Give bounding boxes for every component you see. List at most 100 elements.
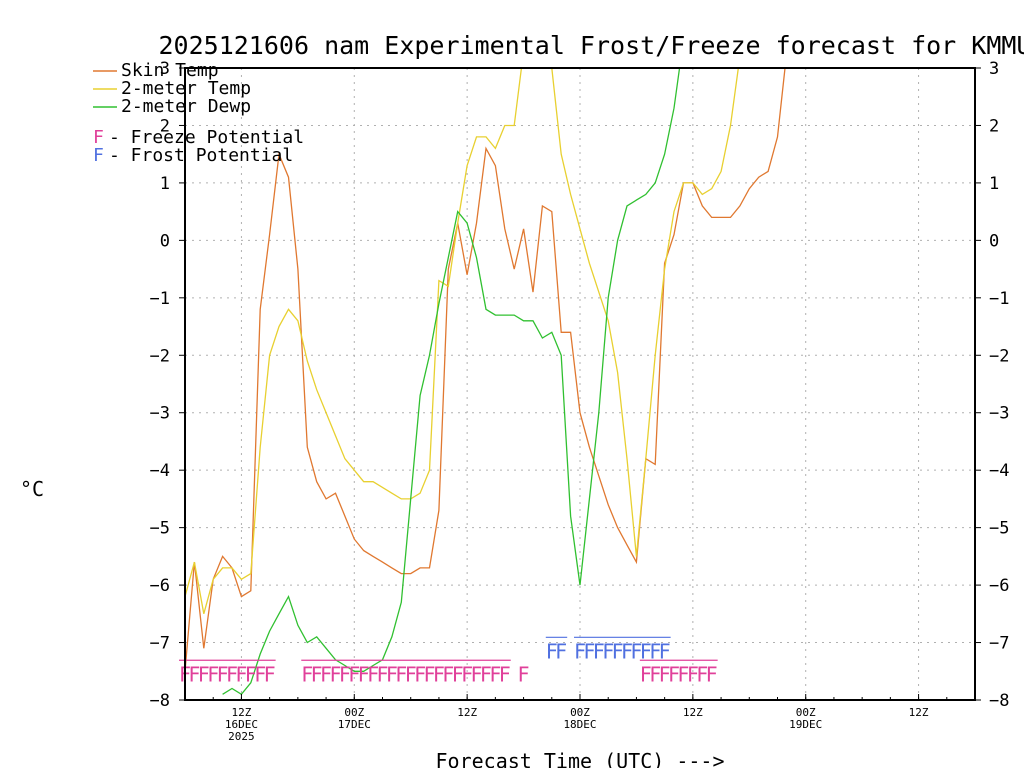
x-tick-label: 17DEC <box>338 718 371 731</box>
freeze-mark: F <box>442 662 454 686</box>
y-tick-label: −6 <box>150 576 170 596</box>
frost-mark: F <box>602 639 614 663</box>
x-tick-label: 00Z <box>796 706 816 719</box>
x-tick-label: 12Z <box>457 706 477 719</box>
freeze-mark: F <box>414 662 426 686</box>
x-tick-label: 12Z <box>231 706 251 719</box>
freeze-mark: F <box>348 662 360 686</box>
freeze-mark: F <box>659 662 671 686</box>
y-tick-label-right: −5 <box>989 519 1009 539</box>
y-tick-label: −3 <box>150 404 170 424</box>
y-axis: −8 −8 −7 −7 −6 −6 −5 −5 −4 −4 −3 −3 −2 −2 −1 −1 0 0 1 1 2 2 3 3 <box>150 59 1010 711</box>
frost-mark: F <box>555 639 567 663</box>
frost-mark: F <box>630 639 642 663</box>
legend-label: - Freeze Potential <box>109 127 304 148</box>
freeze-mark: F <box>226 662 238 686</box>
freeze-mark: F <box>489 662 501 686</box>
x-tick-label: 12Z <box>683 706 703 719</box>
freeze-mark: F <box>649 662 661 686</box>
frost-mark: F <box>659 639 671 663</box>
freeze-mark: F <box>301 662 313 686</box>
y-tick-label-right: −4 <box>989 461 1009 481</box>
freeze-mark: F <box>424 662 436 686</box>
y-tick-label-right: −2 <box>989 346 1009 366</box>
y-tick-label: 3 <box>160 59 170 79</box>
frost-mark: F <box>612 639 624 663</box>
freeze-mark: F <box>696 662 708 686</box>
legend-label: 2-meter Temp <box>121 78 251 99</box>
freeze-mark: F <box>395 662 407 686</box>
y-tick-label: −5 <box>150 519 170 539</box>
freeze-mark: F <box>433 662 445 686</box>
y-tick-label-right: 1 <box>989 174 999 194</box>
frost-mark: F <box>593 639 605 663</box>
x-tick-label: 00Z <box>570 706 590 719</box>
x-tick-label: 2025 <box>228 730 255 743</box>
y-tick-label-right: 3 <box>989 59 999 79</box>
series-lines <box>185 68 786 696</box>
y-tick-label: −2 <box>150 346 170 366</box>
y-tick-label-right: −3 <box>989 404 1009 424</box>
freeze-mark: F <box>311 662 323 686</box>
freeze-mark: F <box>188 662 200 686</box>
legend-label: Skin Temp <box>121 60 219 81</box>
grid <box>185 68 975 700</box>
y-tick-label: −8 <box>150 691 170 711</box>
freeze-mark: F <box>358 662 370 686</box>
frost-mark: F <box>583 639 595 663</box>
freeze-mark: F <box>687 662 699 686</box>
freeze-mark: F <box>518 662 530 686</box>
freeze-mark: F <box>471 662 483 686</box>
x-tick-label: 00Z <box>344 706 364 719</box>
freeze-mark: F <box>677 662 689 686</box>
y-tick-label: −1 <box>150 289 170 309</box>
y-tick-label-right: 2 <box>989 116 999 136</box>
freeze-mark: F <box>367 662 379 686</box>
y-tick-label-right: −8 <box>989 691 1009 711</box>
frost-mark: F <box>546 639 558 663</box>
y-axis-label: °C <box>20 477 44 501</box>
freeze-mark: F <box>640 662 652 686</box>
y-tick-label: 0 <box>160 231 170 251</box>
x-tick-label: 16DEC <box>225 718 258 731</box>
frost-mark: F <box>640 639 652 663</box>
frost-mark: F <box>649 639 661 663</box>
x-tick-label: 19DEC <box>789 718 822 731</box>
freeze-mark: F <box>499 662 511 686</box>
freeze-mark: F <box>320 662 332 686</box>
freeze-mark: F <box>245 662 257 686</box>
y-tick-label: −4 <box>150 461 170 481</box>
freeze-mark: F <box>386 662 398 686</box>
series-line-2-meter-temp <box>185 68 739 614</box>
y-tick-label-right: −7 <box>989 634 1009 654</box>
freeze-mark: F <box>376 662 388 686</box>
series-line-2-meter-dewp <box>222 68 681 696</box>
legend-symbol: F <box>93 127 104 148</box>
y-tick-label: 1 <box>160 174 170 194</box>
freeze-mark: F <box>329 662 341 686</box>
y-tick-label-right: −6 <box>989 576 1009 596</box>
x-tick-label: 12Z <box>909 706 929 719</box>
freeze-mark: F <box>198 662 210 686</box>
y-tick-label-right: −1 <box>989 289 1009 309</box>
x-tick-label: 18DEC <box>563 718 596 731</box>
legend-symbol: F <box>93 145 104 166</box>
freeze-mark: F <box>217 662 229 686</box>
y-tick-label: −7 <box>150 634 170 654</box>
freeze-mark: F <box>235 662 247 686</box>
freeze-mark: F <box>706 662 718 686</box>
chart-title: 2025121606 nam Experimental Frost/Freeze… <box>159 31 1024 60</box>
freeze-mark: F <box>668 662 680 686</box>
freeze-mark: F <box>461 662 473 686</box>
freeze-mark: F <box>254 662 266 686</box>
freeze-mark: F <box>452 662 464 686</box>
y-tick-label: 2 <box>160 116 170 136</box>
frost-mark: F <box>574 639 586 663</box>
frost-mark: F <box>621 639 633 663</box>
legend-label: 2-meter Dewp <box>121 96 251 117</box>
x-axis-label: Forecast Time (UTC) ---> <box>436 749 725 768</box>
